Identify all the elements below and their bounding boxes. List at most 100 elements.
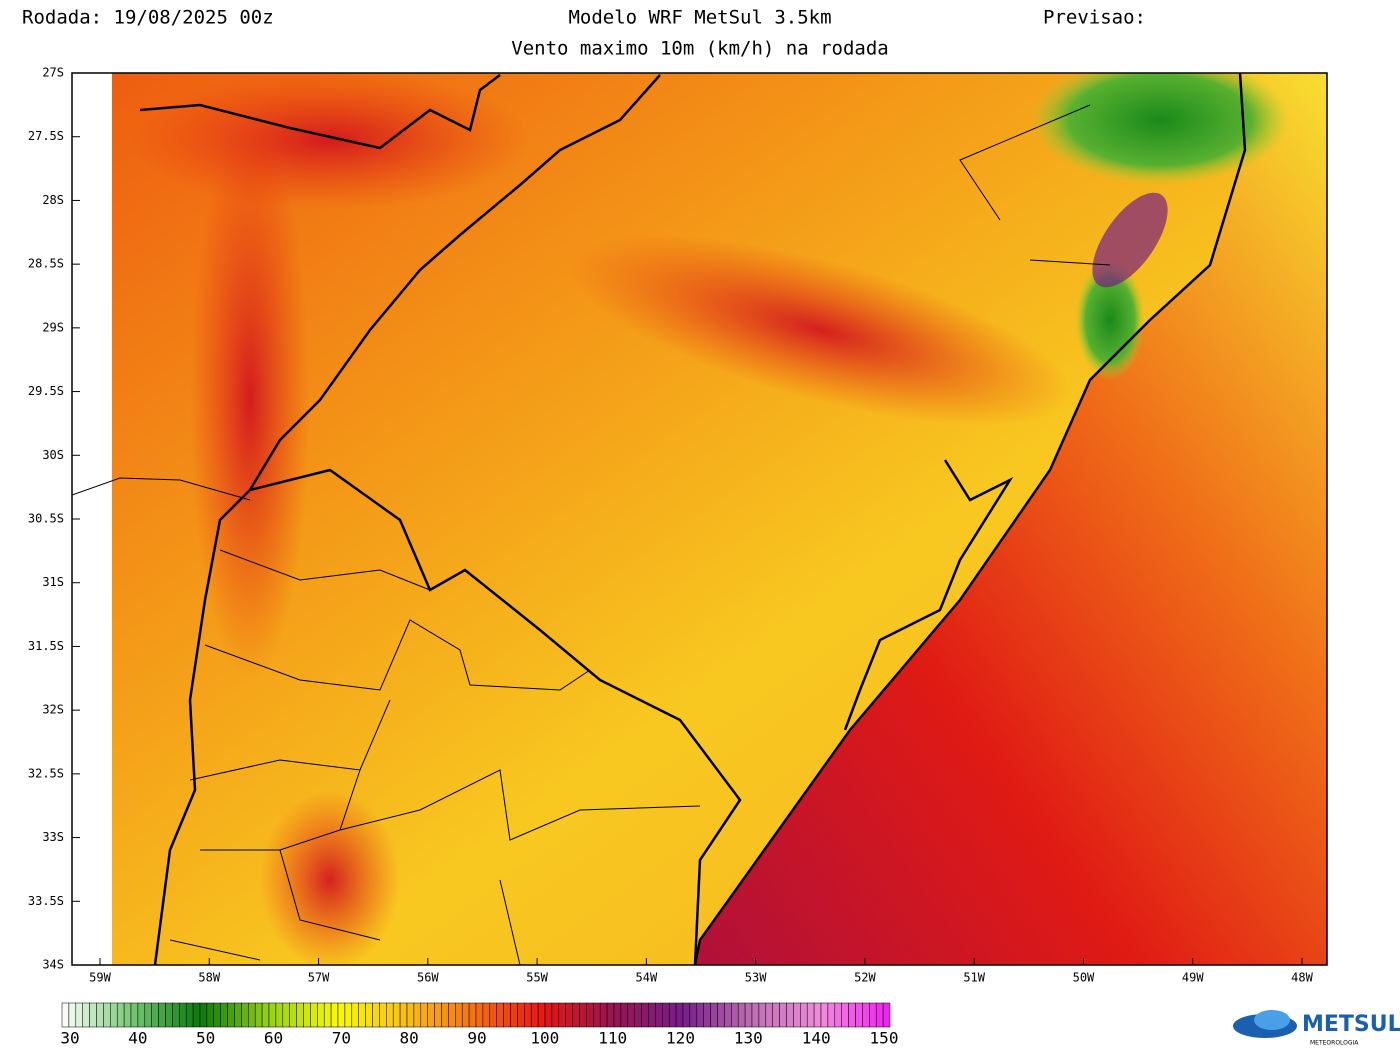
model-title: Modelo WRF MetSul 3.5km: [568, 7, 831, 29]
colorbar-swatch: [503, 1002, 511, 1028]
colorbar-swatch: [627, 1002, 635, 1028]
run-label: Rodada: 19/08/2025 00z: [22, 7, 274, 29]
wind-max: [260, 790, 400, 965]
lon-label: 55W: [526, 971, 548, 985]
colorbar-swatch: [737, 1002, 746, 1028]
map-field: [72, 73, 1327, 965]
colorbar-swatch: [800, 1002, 808, 1028]
colorbar-swatch: [310, 1002, 318, 1028]
colorbar-swatch: [289, 1002, 297, 1028]
axis-ticks: 27S 27.5S 28S 28.5S 29S 29.5S 30S 30.5S 31S 31.5S…: [28, 66, 1314, 985]
lon-label: 57W: [308, 971, 330, 985]
colorbar: 30 40 50 60 70 80 90 100 110 120 130 140 150: [60, 1002, 898, 1048]
colorbar-label: 120: [666, 1029, 695, 1048]
colorbar-swatch: [275, 1002, 284, 1028]
colorbar-swatch: [496, 1002, 504, 1028]
colorbar-swatch: [806, 1002, 815, 1028]
colorbar-swatch: [434, 1002, 442, 1028]
colorbar-swatch: [103, 1002, 111, 1028]
colorbar-swatch: [68, 1002, 77, 1028]
colorbar-swatch: [199, 1002, 208, 1028]
colorbar-swatch: [179, 1002, 187, 1028]
colorbar-swatch: [703, 1002, 711, 1028]
lat-label: 31S: [42, 575, 64, 589]
colorbar-swatch: [386, 1002, 394, 1028]
colorbar-swatch: [544, 1002, 553, 1028]
colorbar-swatch: [151, 1002, 159, 1028]
colorbar-swatch: [158, 1002, 166, 1028]
colorbar-swatch: [406, 1002, 415, 1028]
lat-label: 33.5S: [28, 894, 64, 908]
colorbar-label: 40: [128, 1029, 147, 1048]
colorbar-swatch: [282, 1002, 290, 1028]
wind-max: [130, 73, 530, 210]
colorbar-swatch: [344, 1002, 353, 1028]
colorbar-swatch: [841, 1002, 849, 1028]
colorbar-swatch: [61, 1002, 70, 1028]
colorbar-swatch: [461, 1002, 470, 1028]
colorbar-swatch: [220, 1002, 228, 1028]
colorbar-swatch: [241, 1002, 249, 1028]
colorbar-swatch: [524, 1002, 532, 1028]
lon-label: 58W: [198, 971, 220, 985]
colorbar-swatch: [758, 1002, 767, 1028]
colorbar-label: 100: [530, 1029, 559, 1048]
colorbar-swatch: [254, 1002, 263, 1028]
colorbar-swatch: [330, 1002, 339, 1028]
colorbar-swatch: [358, 1002, 366, 1028]
lon-label: 51W: [963, 971, 985, 985]
colorbar-swatch: [206, 1002, 215, 1028]
wind-max: [190, 120, 310, 680]
colorbar-swatch: [323, 1002, 332, 1028]
colorbar-swatch: [448, 1002, 456, 1028]
colorbar-swatch: [144, 1002, 152, 1028]
colorbar-swatch: [89, 1002, 97, 1028]
lat-label: 29.5S: [28, 384, 64, 398]
colorbar-swatch: [82, 1002, 90, 1028]
colorbar-swatch: [351, 1002, 359, 1028]
colorbar-swatch: [593, 1002, 601, 1028]
colorbar-swatch: [744, 1002, 753, 1028]
colorbar-swatch: [427, 1002, 435, 1028]
colorbar-swatch: [137, 1002, 146, 1028]
colorbar-swatch: [599, 1002, 608, 1028]
colorbar-swatch: [530, 1002, 539, 1028]
colorbar-swatch: [303, 1002, 311, 1028]
logo: METSUL METEOROLOGIA: [1233, 1010, 1400, 1047]
lat-label: 33S: [42, 830, 64, 844]
lat-label: 31.5S: [28, 639, 64, 653]
colorbar-label: 90: [467, 1029, 486, 1048]
colorbar-swatch: [379, 1002, 387, 1028]
colorbar-label: 70: [332, 1029, 351, 1048]
colorbar-swatch: [834, 1002, 842, 1028]
lon-label: 49W: [1182, 971, 1204, 985]
colorbar-swatch: [248, 1002, 256, 1028]
colorbar-swatch: [455, 1002, 463, 1028]
lon-label: 59W: [89, 971, 111, 985]
colorbar-swatch: [731, 1002, 739, 1028]
colorbar-swatch: [317, 1002, 325, 1028]
colorbar-swatch: [689, 1002, 698, 1028]
colorbar-swatch: [558, 1002, 566, 1028]
lon-label: 48W: [1291, 971, 1313, 985]
lon-label: 54W: [636, 971, 658, 985]
borders: [139, 73, 1247, 965]
colorbar-swatch: [399, 1002, 408, 1028]
wind-max: [568, 234, 1072, 426]
colorbar-swatch: [862, 1002, 870, 1028]
colorbar-swatch: [268, 1002, 277, 1028]
colorbar-swatch: [675, 1002, 684, 1028]
colorbar-swatch: [717, 1002, 725, 1028]
colorbar-swatch: [172, 1002, 180, 1028]
colorbar-swatch: [820, 1002, 829, 1028]
colorbar-label: 30: [60, 1029, 79, 1048]
colorbar-swatch: [96, 1002, 104, 1028]
logo-icon: [1254, 1010, 1290, 1030]
colorbar-swatch: [420, 1002, 428, 1028]
colorbar-label: 110: [598, 1029, 627, 1048]
colorbar-swatch: [848, 1002, 856, 1028]
colorbar-swatch: [192, 1002, 201, 1028]
colorbar-swatch: [261, 1002, 270, 1028]
colorbar-swatch: [779, 1002, 787, 1028]
colorbar-swatch: [110, 1002, 118, 1028]
